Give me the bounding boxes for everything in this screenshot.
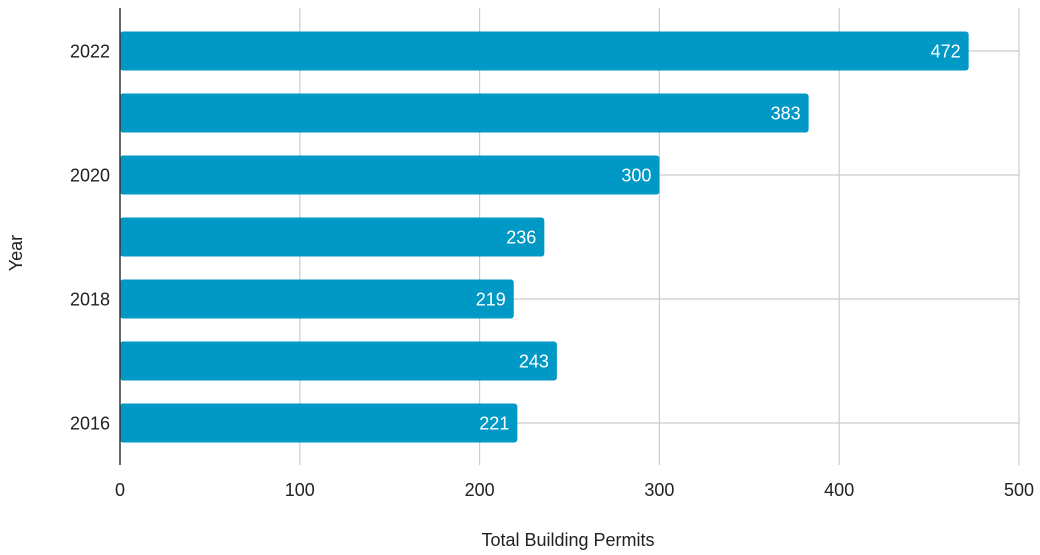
x-tick-label-400: 400 (824, 480, 854, 500)
bar-2017 (120, 341, 557, 381)
data-label-2019: 236 (506, 228, 536, 248)
x-tick-label-300: 300 (644, 480, 674, 500)
y-tick-label-2020: 2020 (70, 166, 110, 186)
data-labels: 472 383 300 236 219 243 221 (476, 42, 961, 434)
x-axis-title: Total Building Permits (481, 530, 654, 550)
bar-2020 (120, 155, 660, 195)
data-label-2022: 472 (931, 42, 961, 62)
data-label-2018: 219 (476, 290, 506, 310)
bar-2022 (120, 31, 969, 71)
bar-2021 (120, 93, 809, 133)
data-label-2017: 243 (519, 352, 549, 372)
y-tick-label-2016: 2016 (70, 414, 110, 434)
x-tick-label-0: 0 (115, 480, 125, 500)
y-axis-title: Year (6, 235, 26, 271)
x-tick-label-200: 200 (465, 480, 495, 500)
bars (120, 31, 969, 443)
x-tick-label-500: 500 (1004, 480, 1034, 500)
data-label-2020: 300 (621, 166, 651, 186)
bar-2019 (120, 217, 545, 257)
y-tick-labels: 2022 2020 2018 2016 (70, 42, 110, 434)
x-tick-labels: 0 100 200 300 400 500 (115, 480, 1034, 500)
data-label-2021: 383 (771, 104, 801, 124)
bar-2018 (120, 279, 514, 319)
data-label-2016: 221 (479, 414, 509, 434)
bar-2016 (120, 403, 518, 443)
x-tick-label-100: 100 (285, 480, 315, 500)
y-tick-label-2018: 2018 (70, 290, 110, 310)
y-tick-label-2022: 2022 (70, 42, 110, 62)
